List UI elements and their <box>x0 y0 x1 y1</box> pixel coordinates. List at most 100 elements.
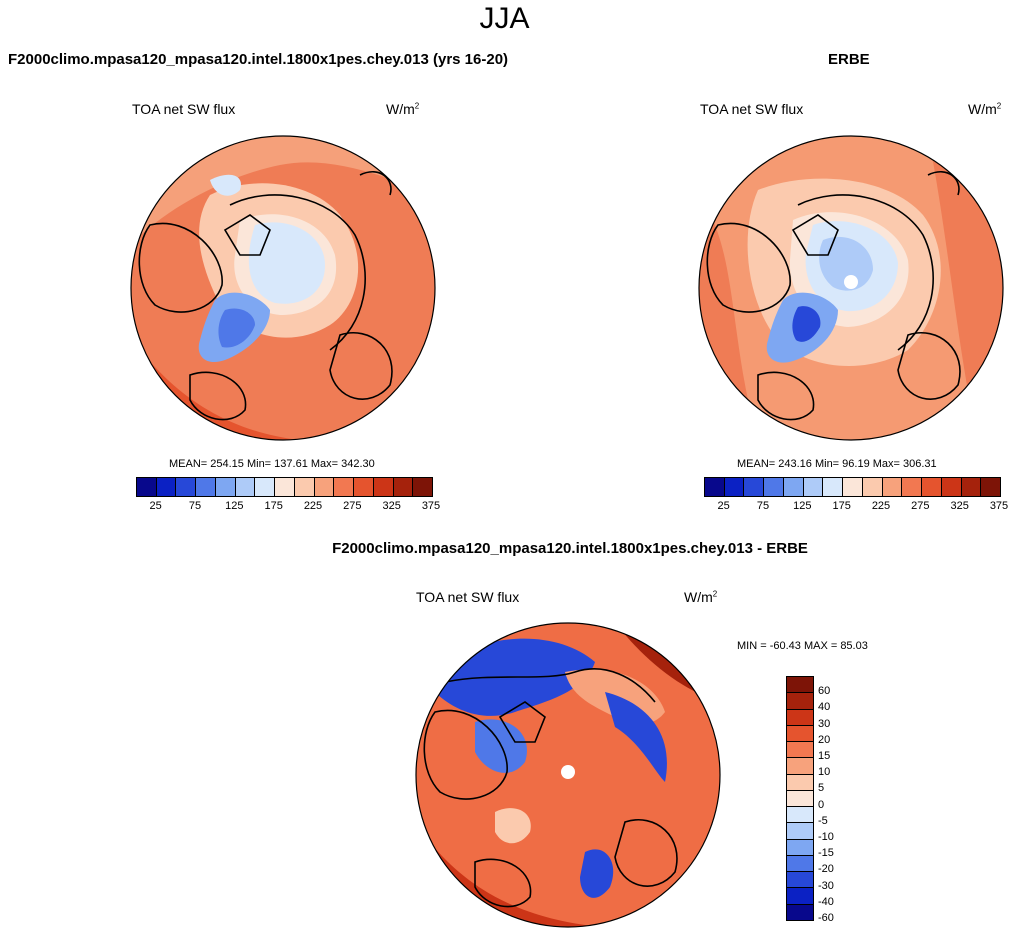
colorbar-swatch <box>215 478 236 496</box>
panel1-stats: MEAN= 254.15 Min= 137.61 Max= 342.30 <box>169 458 375 470</box>
colorbar-swatch <box>787 807 813 824</box>
colorbar-swatch <box>787 790 813 808</box>
colorbar-tick-label: -10 <box>818 831 834 843</box>
colorbar-tick-label: 25 <box>149 500 162 512</box>
panel3-colorbar-ticks: 60 40 30 20 15 10 5 0 -5 -10 -15 -20 -30 -40 -60 <box>818 676 858 924</box>
colorbar-swatch <box>137 478 157 496</box>
colorbar-swatch <box>787 709 813 726</box>
panel2-units-label: W/m2 <box>968 101 1002 117</box>
colorbar-swatch <box>787 693 813 710</box>
panel3-stats: MIN = -60.43 MAX = 85.03 <box>737 640 868 652</box>
panel2-stats: MEAN= 243.16 Min= 96.19 Max= 306.31 <box>737 458 937 470</box>
colorbar-swatch <box>981 478 1001 496</box>
panel1-north-band <box>131 136 435 245</box>
panel3-coastlines-arctic <box>444 668 656 743</box>
panel1-arctic-ice <box>248 222 325 304</box>
colorbar-swatch <box>413 478 433 496</box>
colorbar-tick-label: 175 <box>264 500 283 512</box>
colorbar-swatch <box>783 478 804 496</box>
colorbar-tick-label: -40 <box>818 895 834 908</box>
panel1-ice-patch <box>210 174 241 196</box>
panel1-colorbar <box>136 477 433 497</box>
panel3-colorbar <box>786 676 814 921</box>
colorbar-tick-label: 0 <box>818 798 825 811</box>
colorbar-swatch <box>882 478 903 496</box>
colorbar-tick-label: -60 <box>818 912 834 924</box>
colorbar-tick-label: 125 <box>793 500 812 512</box>
colorbar-swatch <box>787 904 813 920</box>
colorbar-swatch <box>393 478 414 496</box>
colorbar-tick-label: 275 <box>343 500 362 512</box>
colorbar-swatch <box>803 478 824 496</box>
panel3-greenland-patch <box>495 808 531 844</box>
panel1-colorbar-ticks: 25 75 125 175 225 275 325 375 <box>136 500 441 514</box>
colorbar-swatch <box>843 478 863 496</box>
colorbar-swatch <box>922 478 942 496</box>
panel2-pole-hole <box>844 275 858 289</box>
colorbar-tick-label: 125 <box>225 500 244 512</box>
colorbar-swatch <box>176 478 197 496</box>
panel3-units-label: W/m2 <box>684 589 718 605</box>
colorbar-tick-label: 275 <box>911 500 930 512</box>
colorbar-swatch <box>941 478 962 496</box>
panel2-colorbar <box>704 477 1001 497</box>
panel3-polar-map <box>415 622 721 928</box>
colorbar-tick-label: 20 <box>818 733 831 746</box>
colorbar-swatch <box>787 888 813 905</box>
colorbar-swatch <box>373 478 394 496</box>
colorbar-tick-label: 25 <box>717 500 730 512</box>
panel3-coastlines <box>423 709 678 908</box>
colorbar-swatch <box>787 839 813 856</box>
panel1-units-label: W/m2 <box>386 101 420 117</box>
panel3-variable-label: TOA net SW flux <box>416 589 520 605</box>
panel1-coastlines <box>138 222 393 421</box>
colorbar-tick-label: 60 <box>818 685 831 698</box>
colorbar-tick-label: 375 <box>989 500 1009 512</box>
colorbar-tick-label: 75 <box>756 500 770 512</box>
panel2-map-boundary <box>698 135 1004 441</box>
panel3-case-title: F2000climo.mpasa120_mpasa120.intel.1800x… <box>332 540 808 557</box>
colorbar-swatch <box>823 478 844 496</box>
colorbar-tick-label: 325 <box>950 500 969 512</box>
colorbar-tick-label: -15 <box>818 847 834 860</box>
colorbar-swatch <box>787 725 813 743</box>
panel1-greenland-core <box>218 308 255 348</box>
colorbar-swatch <box>235 478 256 496</box>
panel2-arctic-core <box>819 236 873 291</box>
panel2-greenland-core <box>792 306 821 342</box>
colorbar-swatch <box>705 478 725 496</box>
colorbar-tick-label: -30 <box>818 879 834 892</box>
panel2-coastlines-arctic <box>791 170 960 351</box>
colorbar-swatch <box>156 478 177 496</box>
colorbar-swatch <box>196 478 216 496</box>
colorbar-tick-label: 75 <box>188 500 202 512</box>
colorbar-swatch <box>787 677 813 694</box>
colorbar-swatch <box>255 478 276 496</box>
colorbar-swatch <box>787 823 813 840</box>
panel2-case-title: ERBE <box>828 51 870 68</box>
panel3-pole-hole <box>561 765 575 779</box>
colorbar-tick-label: -5 <box>818 814 828 827</box>
colorbar-tick-label: 5 <box>818 782 825 795</box>
panel3-blue-region-south <box>580 849 614 898</box>
colorbar-swatch <box>862 478 883 496</box>
panel3-blue-region-east <box>605 692 667 782</box>
panel1-map-boundary <box>130 135 436 441</box>
panel1-case-title: F2000climo.mpasa120_mpasa120.intel.1800x… <box>8 51 509 68</box>
colorbar-swatch <box>294 478 315 496</box>
colorbar-tick-label: 225 <box>303 500 323 512</box>
colorbar-swatch <box>275 478 295 496</box>
figure-title: JJA <box>479 2 530 35</box>
colorbar-tick-label: 40 <box>818 701 831 714</box>
panel1-variable-label: TOA net SW flux <box>132 101 236 117</box>
colorbar-swatch <box>961 478 982 496</box>
panel1-coastlines-arctic <box>223 170 392 351</box>
colorbar-tick-label: 225 <box>871 500 891 512</box>
colorbar-swatch <box>314 478 335 496</box>
colorbar-swatch <box>354 478 374 496</box>
colorbar-tick-label: 175 <box>832 500 851 512</box>
panel2-coastlines <box>706 222 961 421</box>
panel3-map-boundary <box>415 622 721 928</box>
panel2-colorbar-ticks: 25 75 125 175 225 275 325 375 <box>704 500 1009 514</box>
colorbar-swatch <box>787 872 813 889</box>
